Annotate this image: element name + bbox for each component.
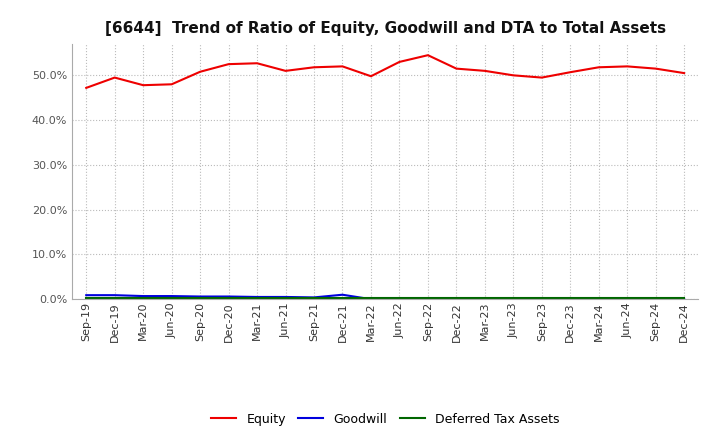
Deferred Tax Assets: [253, 296, 261, 301]
Title: [6644]  Trend of Ratio of Equity, Goodwill and DTA to Total Assets: [6644] Trend of Ratio of Equity, Goodwil…: [104, 21, 666, 36]
Goodwill: [652, 297, 660, 302]
Line: Goodwill: Goodwill: [86, 295, 684, 299]
Deferred Tax Assets: [310, 296, 318, 301]
Equity: [338, 64, 347, 69]
Goodwill: [566, 297, 575, 302]
Deferred Tax Assets: [338, 296, 347, 301]
Deferred Tax Assets: [566, 296, 575, 301]
Equity: [310, 65, 318, 70]
Equity: [139, 83, 148, 88]
Goodwill: [423, 297, 432, 302]
Goodwill: [595, 297, 603, 302]
Legend: Equity, Goodwill, Deferred Tax Assets: Equity, Goodwill, Deferred Tax Assets: [212, 413, 559, 425]
Goodwill: [480, 297, 489, 302]
Goodwill: [680, 297, 688, 302]
Deferred Tax Assets: [282, 296, 290, 301]
Equity: [395, 59, 404, 65]
Goodwill: [253, 294, 261, 300]
Deferred Tax Assets: [167, 296, 176, 301]
Deferred Tax Assets: [139, 296, 148, 301]
Deferred Tax Assets: [196, 296, 204, 301]
Deferred Tax Assets: [110, 296, 119, 301]
Equity: [480, 68, 489, 73]
Equity: [196, 69, 204, 74]
Equity: [566, 70, 575, 75]
Goodwill: [225, 294, 233, 299]
Deferred Tax Assets: [480, 296, 489, 301]
Equity: [225, 62, 233, 67]
Equity: [537, 75, 546, 80]
Deferred Tax Assets: [595, 296, 603, 301]
Deferred Tax Assets: [82, 296, 91, 301]
Deferred Tax Assets: [395, 296, 404, 301]
Deferred Tax Assets: [509, 296, 518, 301]
Goodwill: [623, 297, 631, 302]
Goodwill: [452, 297, 461, 302]
Goodwill: [82, 293, 91, 298]
Equity: [652, 66, 660, 71]
Equity: [595, 65, 603, 70]
Deferred Tax Assets: [452, 296, 461, 301]
Goodwill: [395, 297, 404, 302]
Equity: [423, 52, 432, 58]
Goodwill: [110, 293, 119, 298]
Goodwill: [139, 293, 148, 299]
Equity: [680, 70, 688, 76]
Goodwill: [537, 297, 546, 302]
Equity: [509, 73, 518, 78]
Deferred Tax Assets: [623, 296, 631, 301]
Deferred Tax Assets: [225, 296, 233, 301]
Deferred Tax Assets: [423, 296, 432, 301]
Goodwill: [196, 294, 204, 299]
Equity: [110, 75, 119, 80]
Goodwill: [338, 292, 347, 297]
Equity: [253, 61, 261, 66]
Deferred Tax Assets: [652, 296, 660, 301]
Equity: [623, 64, 631, 69]
Goodwill: [167, 293, 176, 299]
Equity: [82, 85, 91, 91]
Goodwill: [282, 294, 290, 300]
Equity: [167, 82, 176, 87]
Deferred Tax Assets: [537, 296, 546, 301]
Goodwill: [310, 295, 318, 300]
Equity: [282, 68, 290, 73]
Goodwill: [366, 297, 375, 302]
Line: Equity: Equity: [86, 55, 684, 88]
Deferred Tax Assets: [366, 296, 375, 301]
Equity: [452, 66, 461, 71]
Deferred Tax Assets: [680, 296, 688, 301]
Equity: [366, 73, 375, 79]
Goodwill: [509, 297, 518, 302]
